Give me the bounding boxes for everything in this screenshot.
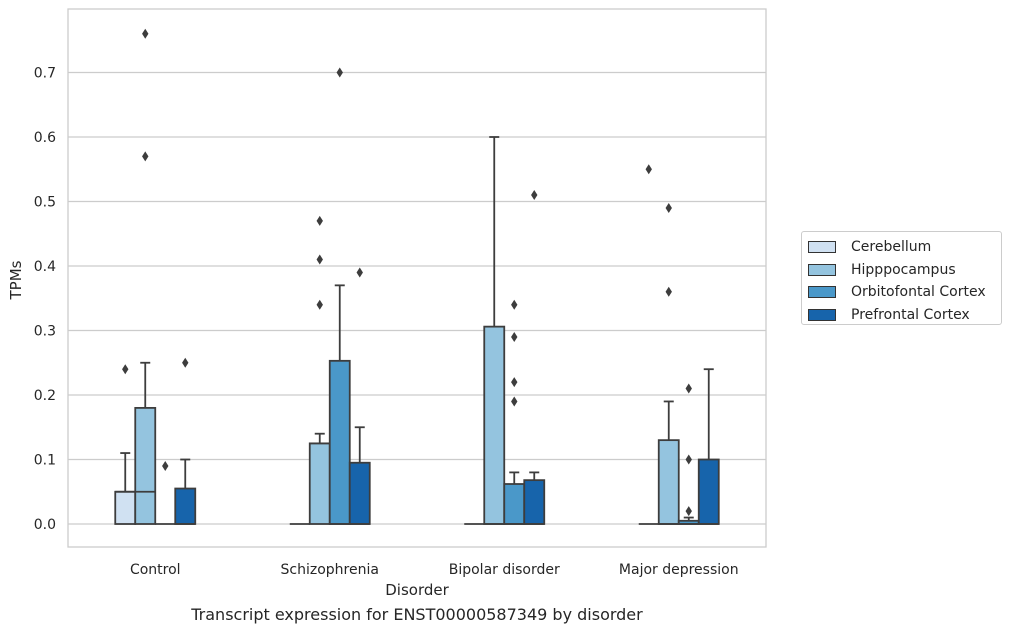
box-group [328,67,351,525]
legend-swatch-cerebellum [808,241,836,254]
plot-area-frame [67,8,767,548]
x-tick-label: Schizophrenia [281,562,379,578]
box-group [503,299,526,525]
outlier-point [511,299,518,310]
outlier-point [531,190,538,201]
y-tick-label: 0.4 [34,259,56,275]
box [483,325,506,525]
outlier-point [511,377,518,388]
legend-label-prefrontal: Prefrontal Cortex [851,306,970,323]
outlier-point [142,151,149,162]
legend-swatch-hippocampus [808,263,836,276]
outlier-point [685,506,692,517]
chart-caption: Transcript expression for ENST0000058734… [191,605,643,624]
box-group [677,383,700,525]
outlier-point [316,215,323,226]
legend-label-hippocampus: Hipppocampus [851,261,956,278]
outlier-point [645,164,652,175]
legend-item: Hipppocampus [808,259,1001,282]
outlier-point [162,460,169,471]
boxes [114,28,720,525]
box-group [657,202,680,525]
outlier-point [665,286,672,297]
outlier-point [182,357,189,368]
outlier-point [665,202,672,213]
outlier-point [142,28,149,39]
box-group [697,368,720,525]
outlier-point [336,67,343,78]
legend-label-orbitofrontal: Orbitofontal Cortex [851,284,986,301]
outlier-point [511,331,518,342]
legend-swatch-prefrontal [808,308,836,321]
legend-item: Orbitofontal Cortex [808,281,1001,304]
legend-item: Prefrontal Cortex [808,304,1001,327]
box [697,458,720,525]
outlier-point [122,364,129,375]
outlier-point [685,454,692,465]
outlier-point [685,383,692,394]
outlier-point [511,396,518,407]
legend-label-cerebellum: Cerebellum [851,239,932,256]
outlier-point [316,254,323,265]
box-group [523,190,546,525]
x-tick-label: Control [130,562,181,578]
legend-swatch-orbitofrontal [808,286,836,299]
y-axis-label: TPMs [7,260,25,300]
y-tick-label: 0.5 [34,195,56,211]
box-group [114,364,137,525]
box [503,483,526,525]
x-axis-label: Disorder [385,581,449,599]
y-tick-label: 0.1 [34,453,56,469]
y-tick-label: 0.7 [34,66,56,82]
box [114,490,137,525]
box [174,487,197,525]
box-group [155,460,176,525]
outlier-point [316,299,323,310]
y-tick-label: 0.2 [34,388,56,404]
box-group [174,357,197,525]
y-tick-label: 0.3 [34,324,56,340]
x-tick-label: Major depression [619,562,739,578]
box [348,461,371,525]
box-group [308,215,331,525]
box-group [348,267,371,525]
legend: Cerebellum Hipppocampus Orbitofontal Cor… [801,231,1002,325]
box [328,359,351,525]
legend-item: Cerebellum [808,236,1001,259]
box-group [483,136,506,525]
box [523,479,546,525]
box-group [638,164,659,525]
x-tick-label: Bipolar disorder [449,562,560,578]
box [308,442,331,525]
tick-labels: 0.0 0.1 0.2 0.3 0.4 0.5 0.6 0.7 Control Schizophr… [34,66,739,579]
box [134,406,157,525]
box [657,439,680,525]
outlier-point [356,267,363,278]
y-tick-label: 0.0 [34,517,56,533]
box-group [134,28,157,525]
y-tick-label: 0.6 [34,130,56,146]
